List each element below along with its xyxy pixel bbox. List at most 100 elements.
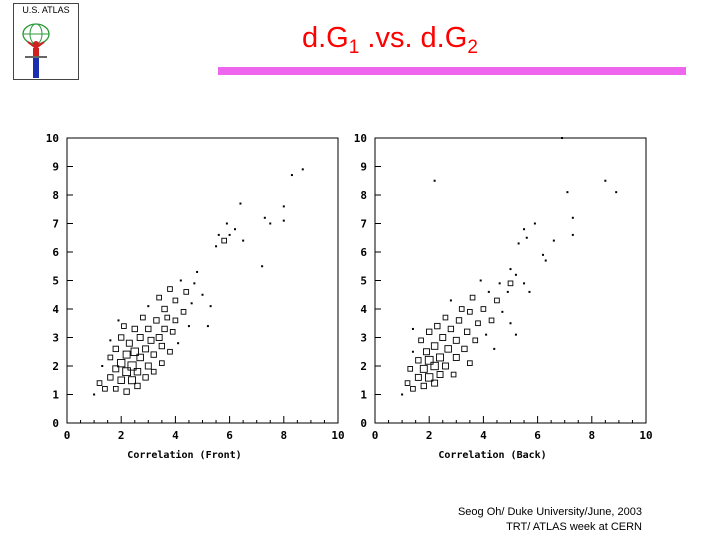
data-point	[136, 334, 144, 341]
data-point	[479, 279, 482, 282]
x-tick-label: 2	[118, 429, 125, 442]
data-point	[506, 290, 509, 293]
data-point	[147, 305, 150, 308]
data-point	[196, 270, 199, 273]
data-point	[411, 350, 414, 353]
data-point	[282, 219, 285, 222]
data-point	[494, 297, 500, 304]
y-tick-label: 6	[360, 246, 367, 259]
data-point	[571, 216, 574, 219]
data-point	[133, 367, 142, 376]
data-point	[404, 380, 411, 386]
data-point	[156, 294, 162, 301]
data-point	[117, 319, 120, 322]
logo-text: U.S. ATLAS	[22, 5, 70, 15]
data-point	[201, 293, 204, 296]
y-tick-label: 10	[354, 132, 367, 145]
data-point	[153, 317, 160, 324]
data-point	[467, 309, 473, 315]
x-tick-label: 8	[588, 429, 595, 442]
data-point	[423, 348, 430, 356]
y-tick-label: 2	[52, 360, 59, 373]
y-tick-label: 8	[52, 189, 59, 202]
title-part-b: .vs. d.G	[359, 22, 468, 54]
data-point	[514, 273, 517, 276]
us-atlas-logo: U.S. ATLAS	[13, 3, 79, 80]
data-point	[172, 297, 179, 304]
data-point	[475, 320, 481, 327]
data-point	[301, 168, 304, 171]
data-point	[485, 333, 488, 336]
data-point	[450, 371, 457, 378]
data-point	[509, 268, 512, 271]
data-point	[109, 339, 112, 342]
data-point	[430, 361, 439, 371]
data-point	[424, 355, 434, 365]
data-point	[102, 385, 108, 392]
x-tick-label: 0	[372, 429, 379, 442]
data-point	[615, 191, 618, 194]
data-point	[261, 265, 264, 268]
data-point	[125, 339, 133, 347]
x-tick-label: 4	[480, 429, 487, 442]
title-subscript-1: 1	[348, 37, 360, 58]
y-tick-label: 0	[52, 417, 59, 430]
y-tick-label: 8	[360, 189, 367, 202]
data-point	[442, 362, 449, 370]
data-point	[122, 367, 131, 377]
data-point	[225, 222, 228, 225]
y-tick-label: 1	[360, 389, 367, 402]
y-tick-label: 10	[46, 132, 59, 145]
data-point	[528, 290, 531, 293]
data-point	[533, 222, 536, 225]
x-tick-label: 6	[226, 429, 233, 442]
title-subscript-2: 2	[467, 37, 478, 58]
data-point	[439, 334, 447, 341]
data-point	[455, 317, 463, 324]
data-point	[217, 233, 220, 236]
data-point	[269, 222, 272, 225]
data-point	[136, 353, 144, 362]
data-point	[452, 336, 460, 344]
data-point	[419, 364, 428, 373]
data-point	[234, 228, 237, 231]
data-point	[469, 294, 476, 301]
data-point	[415, 357, 422, 364]
data-point	[93, 393, 96, 396]
data-point	[228, 233, 231, 236]
data-point	[161, 305, 168, 313]
data-point	[193, 282, 196, 285]
slide-title: d.G1 .vs. d.G2	[302, 22, 478, 64]
y-tick-label: 0	[360, 417, 367, 430]
footer-line-2: TRT/ ATLAS week at CERN	[506, 521, 642, 533]
data-point	[420, 382, 427, 390]
data-point	[150, 368, 157, 375]
data-point	[112, 345, 119, 353]
data-point	[544, 259, 547, 262]
x-tick-label: 10	[639, 429, 652, 442]
atlas-figure-icon	[22, 23, 50, 78]
x-tick-label: 2	[426, 429, 433, 442]
data-point	[169, 328, 176, 335]
data-point	[480, 306, 487, 312]
data-point	[458, 306, 465, 312]
data-point	[430, 342, 439, 350]
data-point	[183, 289, 190, 295]
data-point	[239, 202, 242, 205]
data-point	[187, 325, 190, 328]
data-point	[221, 237, 227, 244]
y-tick-label: 6	[52, 246, 59, 259]
x-tick-label: 10	[331, 429, 344, 442]
data-point	[112, 365, 120, 373]
data-point	[431, 379, 439, 387]
y-tick-label: 4	[52, 303, 59, 316]
data-point	[177, 342, 180, 345]
data-point	[155, 334, 163, 341]
data-point	[164, 314, 171, 321]
y-tick-label: 7	[52, 218, 59, 231]
data-point	[140, 314, 146, 321]
y-tick-label: 5	[52, 275, 59, 288]
data-point	[190, 302, 193, 305]
data-point	[488, 317, 495, 324]
data-point	[215, 245, 218, 248]
